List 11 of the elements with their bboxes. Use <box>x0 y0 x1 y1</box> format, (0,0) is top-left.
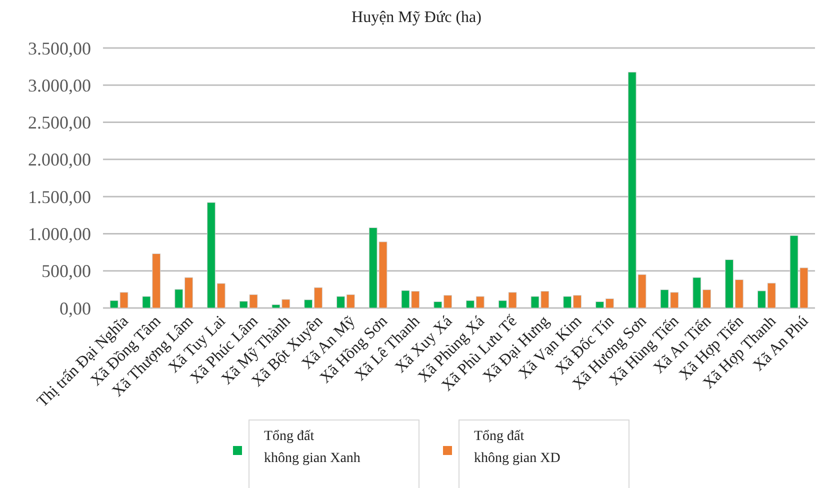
y-tick-label: 2.500,00 <box>28 112 91 133</box>
y-tick-label: 1.500,00 <box>28 186 91 207</box>
legend-label: Tổng đất không gian XD <box>474 429 560 466</box>
y-tick-label: 3.000,00 <box>28 75 91 96</box>
legend-label: Tổng đất không gian Xanh <box>264 429 360 466</box>
y-tick-label: 3.500,00 <box>28 38 91 58</box>
y-tick-label: 2.000,00 <box>28 150 91 170</box>
y-tick-label: 0,00 <box>60 298 91 318</box>
y-tick-label: 1.000,00 <box>28 224 91 244</box>
y-tick-label: 500,00 <box>42 261 91 282</box>
chart-title: Huyện Mỹ Đức (ha) <box>352 9 482 26</box>
